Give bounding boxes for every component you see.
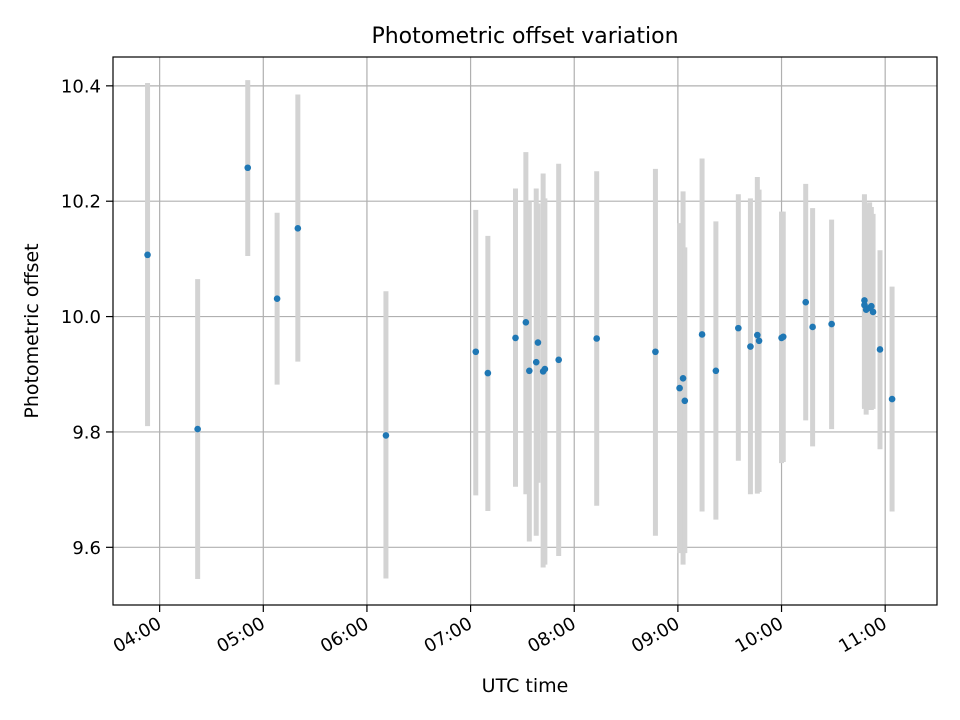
data-point (681, 397, 689, 405)
data-point (522, 319, 530, 326)
data-point (526, 367, 533, 375)
data-points (144, 164, 896, 439)
data-point (779, 333, 787, 341)
data-point (747, 343, 754, 350)
data-point (809, 323, 816, 331)
data-point (472, 348, 480, 356)
data-point (194, 425, 201, 433)
data-point (876, 346, 884, 353)
data-point (828, 320, 835, 328)
plot-area-frame (112, 56, 938, 606)
data-point (861, 297, 868, 304)
data-point (698, 331, 706, 338)
data-point (555, 356, 562, 364)
y-axis-label: Photometric offset (21, 243, 43, 418)
x-axis-label: UTC time (482, 675, 569, 697)
data-point (735, 324, 742, 332)
data-point (888, 395, 896, 403)
data-point (679, 375, 687, 382)
data-point (676, 384, 683, 392)
data-point (244, 164, 252, 172)
data-point (869, 308, 877, 316)
data-point (532, 358, 540, 366)
data-point (512, 334, 519, 342)
data-point (144, 251, 151, 259)
data-point (868, 302, 875, 310)
data-point (541, 365, 549, 373)
data-point (294, 225, 302, 232)
data-point (652, 348, 659, 356)
data-point (802, 298, 810, 306)
data-point (754, 331, 761, 339)
y-tick-label: 9.8 (72, 422, 101, 443)
data-point (534, 339, 542, 346)
y-tick-label: 10.0 (61, 307, 101, 328)
data-point (712, 367, 720, 375)
data-point (273, 295, 281, 302)
data-point (382, 432, 390, 439)
y-tick-label: 10.4 (61, 76, 101, 97)
data-point (484, 369, 492, 377)
y-axis-ticks: 9.6 9.8 10.0 10.2 10.4 (61, 76, 113, 559)
data-point (593, 335, 600, 342)
y-tick-label: 9.6 (72, 538, 101, 559)
chart-title: Photometric offset variation (371, 24, 678, 49)
y-tick-label: 10.2 (61, 192, 101, 213)
data-point (755, 337, 763, 345)
